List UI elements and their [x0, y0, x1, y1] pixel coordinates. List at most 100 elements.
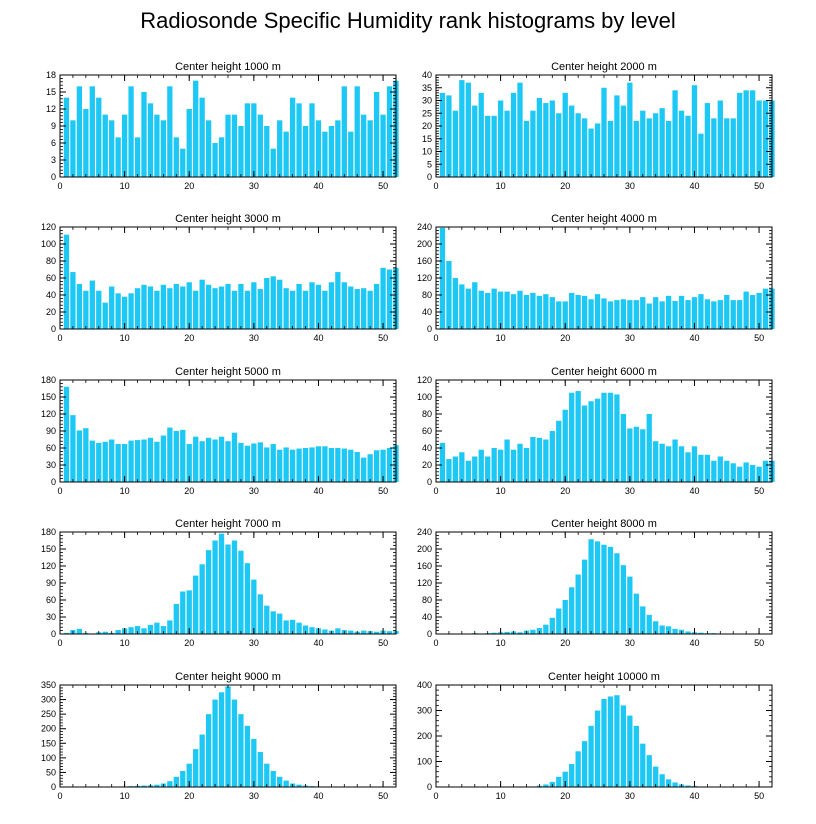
- x-tick-label: 20: [560, 791, 570, 801]
- histogram-bar: [446, 95, 452, 177]
- histogram-bar: [691, 297, 698, 330]
- histogram-bar: [283, 780, 289, 787]
- histogram-bar: [685, 785, 691, 787]
- y-tick-label: 0: [51, 629, 56, 639]
- x-tick-label: 40: [313, 181, 323, 191]
- y-tick-label: 10: [422, 147, 432, 157]
- x-tick-label: 50: [378, 791, 388, 801]
- histogram-bar: [581, 295, 588, 329]
- y-tick-label: 300: [41, 695, 56, 705]
- histogram-bar: [296, 448, 302, 482]
- histogram-bar: [147, 103, 154, 177]
- histogram-bar: [354, 451, 360, 482]
- histogram-bar: [653, 621, 659, 634]
- histogram-bar: [659, 301, 665, 330]
- x-tick-label: 10: [496, 181, 506, 191]
- histogram-bar: [737, 466, 743, 482]
- histogram-bar: [160, 120, 167, 177]
- histogram-bar: [607, 392, 614, 482]
- histogram-bar: [128, 86, 134, 177]
- histogram-bar: [277, 613, 283, 634]
- histogram-bar: [251, 443, 257, 482]
- panel-title: Center height 6000 m: [551, 366, 657, 378]
- histogram-bar: [691, 85, 698, 177]
- histogram-bar: [627, 715, 633, 787]
- histogram-bar: [277, 776, 283, 787]
- histogram-bar: [575, 391, 581, 482]
- histogram-bar: [672, 90, 678, 177]
- histogram-bar: [653, 297, 659, 330]
- histogram-bar: [581, 741, 588, 787]
- x-tick-label: 0: [57, 638, 62, 648]
- histogram-panel: Center height 2000 m 0 10 20 30 40 50 0 5 10 15 20 2…: [422, 61, 775, 191]
- histogram-bar: [491, 448, 497, 482]
- x-tick-label: 10: [496, 486, 506, 496]
- histogram-bar: [588, 128, 594, 177]
- histogram-bar: [121, 444, 128, 482]
- histogram-bar: [205, 437, 212, 482]
- histogram-bar: [167, 427, 173, 482]
- histogram-bar: [361, 288, 367, 329]
- histogram-bar: [762, 460, 769, 482]
- histogram-bar: [491, 115, 497, 177]
- histogram-bar: [251, 282, 257, 329]
- histogram-bar: [627, 428, 633, 482]
- y-tick-label: 60: [422, 426, 432, 436]
- histogram-bar: [76, 628, 83, 634]
- histogram-bar: [296, 784, 302, 787]
- histogram-bar: [173, 603, 179, 634]
- histogram-bar: [517, 290, 523, 329]
- panel-title: Center height 9000 m: [175, 671, 281, 683]
- histogram-bar: [289, 619, 296, 634]
- y-tick-label: 30: [46, 612, 56, 622]
- histogram-bar: [530, 292, 536, 330]
- histogram-bar: [749, 90, 756, 177]
- histogram-bar: [627, 300, 633, 329]
- y-tick-label: 15: [46, 87, 56, 97]
- histogram-bar: [594, 294, 601, 329]
- histogram-bar: [562, 301, 568, 330]
- histogram-bar: [646, 303, 652, 329]
- histogram-bar: [452, 278, 459, 329]
- x-tick-label: 40: [313, 486, 323, 496]
- histogram-bar: [225, 544, 231, 634]
- histogram-bar: [257, 594, 263, 634]
- histogram-bar: [373, 450, 380, 482]
- histogram-bar: [581, 559, 588, 635]
- x-tick-label: 20: [184, 791, 194, 801]
- histogram-bar: [588, 299, 594, 329]
- x-tick-label: 0: [433, 181, 438, 191]
- histogram-bar: [257, 442, 263, 482]
- histogram-bar: [762, 100, 769, 177]
- histogram-bar: [160, 435, 167, 482]
- y-tick-label: 0: [427, 629, 432, 639]
- histogram-bar: [231, 432, 238, 482]
- histogram-bar: [348, 449, 354, 482]
- histogram-bar: [698, 133, 704, 177]
- histogram-bar: [264, 126, 270, 177]
- histogram-bar: [386, 269, 393, 329]
- histogram-bar: [134, 626, 141, 634]
- histogram-bar: [361, 457, 367, 482]
- x-tick-label: 10: [120, 638, 130, 648]
- y-tick-label: 35: [422, 83, 432, 93]
- histogram-panel: Center height 9000 m 0 10 20 30 40 50 0 50 100 150…: [41, 671, 397, 801]
- histogram-bar: [633, 725, 639, 787]
- histogram-bar: [717, 300, 723, 329]
- histogram-bar: [646, 755, 652, 788]
- histogram-bar: [614, 695, 620, 787]
- histogram-bar: [510, 92, 517, 177]
- histogram-bar: [659, 774, 665, 787]
- histogram-bar: [743, 90, 749, 177]
- histogram-bar: [497, 100, 504, 177]
- histogram-bar: [478, 290, 484, 329]
- y-tick-label: 60: [46, 273, 56, 283]
- histogram-bar: [640, 429, 646, 482]
- histogram-bar: [549, 431, 555, 482]
- y-tick-label: 20: [46, 307, 56, 317]
- histogram-bar: [218, 692, 225, 787]
- histogram-bar: [251, 738, 257, 787]
- y-tick-label: 160: [417, 256, 432, 266]
- y-tick-label: 350: [41, 680, 56, 690]
